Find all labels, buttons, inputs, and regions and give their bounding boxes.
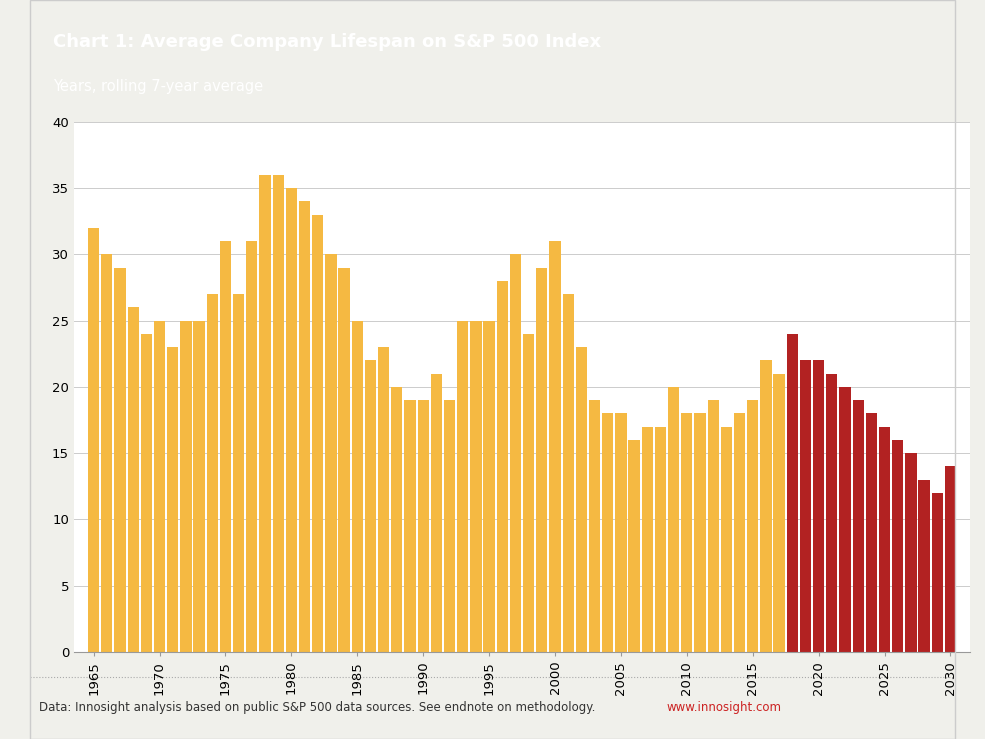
- Bar: [167, 347, 178, 652]
- Bar: [352, 321, 362, 652]
- Bar: [826, 374, 837, 652]
- Bar: [918, 480, 930, 652]
- Bar: [430, 374, 442, 652]
- Bar: [853, 400, 864, 652]
- Bar: [550, 241, 560, 652]
- Bar: [641, 426, 653, 652]
- Bar: [484, 321, 494, 652]
- Bar: [616, 413, 626, 652]
- Bar: [628, 440, 639, 652]
- Bar: [523, 334, 534, 652]
- Bar: [378, 347, 389, 652]
- Bar: [207, 294, 218, 652]
- Bar: [299, 202, 310, 652]
- Bar: [536, 268, 548, 652]
- Bar: [364, 361, 376, 652]
- Bar: [721, 426, 732, 652]
- Bar: [905, 453, 916, 652]
- Bar: [655, 426, 666, 652]
- Text: www.innosight.com: www.innosight.com: [667, 701, 781, 714]
- Bar: [114, 268, 126, 652]
- Bar: [405, 400, 416, 652]
- Bar: [286, 188, 296, 652]
- Bar: [576, 347, 587, 652]
- Bar: [589, 400, 600, 652]
- Bar: [233, 294, 244, 652]
- Bar: [787, 334, 798, 652]
- Bar: [273, 175, 284, 652]
- Bar: [180, 321, 191, 652]
- Bar: [668, 386, 680, 652]
- Bar: [813, 361, 824, 652]
- Bar: [932, 493, 943, 652]
- Bar: [694, 413, 705, 652]
- Bar: [892, 440, 903, 652]
- Bar: [154, 321, 165, 652]
- Bar: [220, 241, 231, 652]
- Bar: [773, 374, 785, 652]
- Bar: [141, 334, 152, 652]
- Text: Data: Innosight analysis based on public S&P 500 data sources. See endnote on me: Data: Innosight analysis based on public…: [38, 701, 603, 714]
- Bar: [945, 466, 956, 652]
- Bar: [707, 400, 719, 652]
- Bar: [128, 307, 139, 652]
- Bar: [312, 214, 323, 652]
- Bar: [496, 281, 508, 652]
- Bar: [562, 294, 574, 652]
- Bar: [866, 413, 877, 652]
- Bar: [259, 175, 271, 652]
- Bar: [748, 400, 758, 652]
- Bar: [444, 400, 455, 652]
- Bar: [457, 321, 468, 652]
- Bar: [193, 321, 205, 652]
- Text: Chart 1: Average Company Lifespan on S&P 500 Index: Chart 1: Average Company Lifespan on S&P…: [53, 33, 601, 52]
- Bar: [246, 241, 257, 652]
- Bar: [88, 228, 99, 652]
- Bar: [325, 254, 337, 652]
- Text: Years, rolling 7-year average: Years, rolling 7-year average: [53, 79, 263, 95]
- Bar: [470, 321, 482, 652]
- Bar: [602, 413, 614, 652]
- Bar: [734, 413, 745, 652]
- Bar: [760, 361, 771, 652]
- Bar: [418, 400, 428, 652]
- Bar: [510, 254, 521, 652]
- Bar: [391, 386, 403, 652]
- Bar: [879, 426, 890, 652]
- Bar: [101, 254, 112, 652]
- Bar: [839, 386, 851, 652]
- Bar: [800, 361, 811, 652]
- Bar: [339, 268, 350, 652]
- Bar: [682, 413, 692, 652]
